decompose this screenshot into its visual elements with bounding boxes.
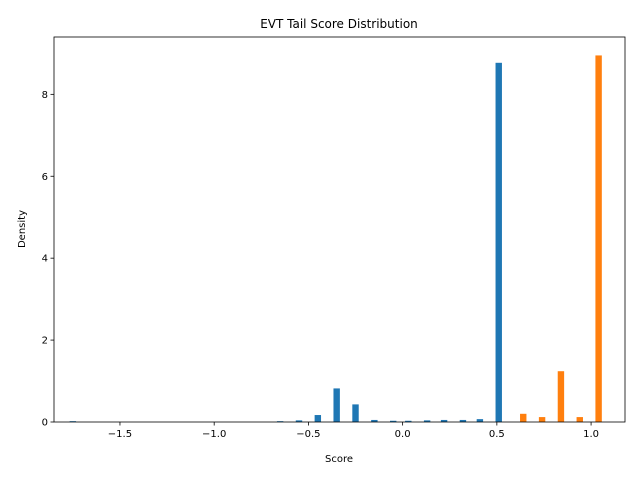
bar-series1-0 <box>69 421 77 422</box>
bar-series1-4 <box>333 388 340 422</box>
x-axis: −1.5 −1.0 −0.5 0.0 0.5 1.0 <box>108 422 599 440</box>
bar-series2-0 <box>520 413 527 422</box>
chart-title: EVT Tail Score Distribution <box>260 17 418 31</box>
x-tick-label: −0.5 <box>296 429 320 440</box>
x-tick-label: −1.0 <box>202 429 226 440</box>
bar-series2-4 <box>595 55 602 423</box>
y-axis-title: Density <box>17 210 28 248</box>
bar-series1-12 <box>476 419 484 422</box>
y-tick-label: 8 <box>42 90 48 101</box>
bar-series1-7 <box>390 420 397 422</box>
bar-series2-3 <box>576 417 583 422</box>
y-tick-label: 0 <box>42 418 48 429</box>
x-tick-label: −1.5 <box>108 429 132 440</box>
y-tick-label: 6 <box>42 172 48 183</box>
bar-series1-5 <box>352 404 359 422</box>
bar-series1-8 <box>405 420 412 422</box>
y-tick-label: 2 <box>42 336 48 347</box>
bar-series1-11 <box>459 419 467 422</box>
bar-series1-1 <box>276 421 284 422</box>
y-tick-label: 4 <box>42 254 48 265</box>
bar-series1-10 <box>440 419 448 422</box>
bar-series1-9 <box>423 420 431 422</box>
plot-frame <box>53 36 626 423</box>
bar-series2-1 <box>538 417 546 422</box>
bar-series2-2 <box>557 371 565 422</box>
bars-layer <box>69 55 602 423</box>
bar-series1-6 <box>371 419 378 422</box>
x-tick-label: 1.0 <box>583 429 599 440</box>
x-axis-title: Score <box>325 454 353 465</box>
bar-series1-13 <box>495 62 502 422</box>
bar-series1-2 <box>295 420 303 422</box>
y-axis: 0 2 4 6 8 <box>42 90 54 429</box>
bar-series1-3 <box>314 415 322 422</box>
x-tick-label: 0.0 <box>395 429 411 440</box>
x-tick-label: 0.5 <box>489 429 505 440</box>
